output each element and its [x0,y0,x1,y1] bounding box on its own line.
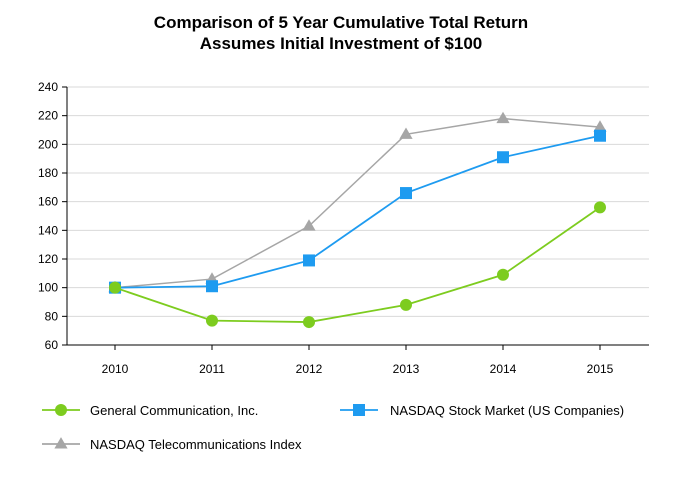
x-tick-label: 2012 [296,362,323,376]
data-point-circle [400,298,412,311]
y-tick-label: 140 [38,223,58,237]
data-point-circle [303,316,315,329]
legend-label: General Communication, Inc. [90,403,258,418]
y-tick-label: 80 [45,309,59,323]
chart-title: Comparison of 5 Year Cumulative Total Re… [0,12,682,54]
y-tick-label: 200 [38,137,58,151]
chart-title-line-1: Comparison of 5 Year Cumulative Total Re… [153,13,529,32]
legend-label: NASDAQ Stock Market (US Companies) [390,403,624,418]
data-point-triangle [302,219,316,231]
x-tick-label: 2010 [102,362,129,376]
y-tick-label: 180 [38,166,58,180]
legend-label: NASDAQ Telecommunications Index [90,437,302,452]
series-line-square [114,134,601,289]
legend-marker-circle [55,404,67,416]
x-tick-label: 2013 [393,362,420,376]
data-point-square [206,280,218,293]
legend-marker-triangle [54,437,68,449]
data-point-circle [497,268,509,281]
legend-marker-square [353,404,365,416]
y-tick-label: 120 [38,252,58,266]
y-tick-label: 60 [45,338,59,352]
data-point-square [303,254,315,267]
data-point-triangle [496,111,510,124]
data-point-square [497,151,509,164]
data-point-triangle [593,120,607,132]
y-tick-label: 160 [38,195,58,209]
data-point-square [400,187,412,200]
data-point-circle [594,201,606,214]
data-point-circle [109,281,121,294]
y-tick-label: 240 [38,80,58,94]
x-tick-label: 2011 [199,362,225,376]
y-tick-label: 220 [38,109,58,123]
series-line-triangle [114,117,601,289]
data-point-triangle [399,127,413,139]
x-tick-label: 2015 [587,362,614,376]
y-tick-label: 100 [38,281,58,295]
data-point-square [594,129,606,142]
chart-title-line-2: Assumes Initial Investment of $100 [199,34,483,53]
series-line-circle [114,206,601,323]
x-tick-label: 2014 [490,362,517,376]
data-point-circle [206,314,218,327]
